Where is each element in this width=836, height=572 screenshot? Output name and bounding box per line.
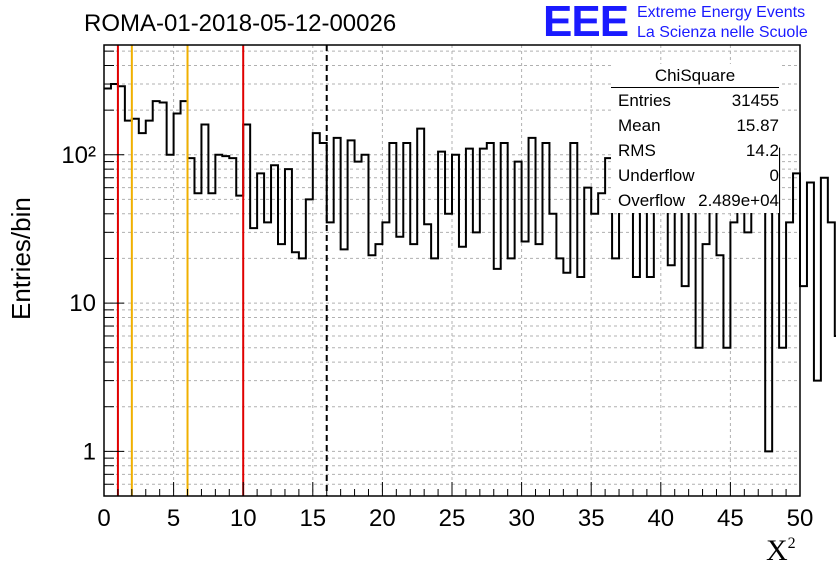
- stats-row-overflow: Overflow 2.489e+04: [611, 188, 779, 213]
- x-axis-label-superscript: 2: [787, 535, 796, 552]
- y-tick-labels: 1 10 10²: [61, 142, 96, 466]
- x-tick-label: 40: [647, 505, 674, 532]
- stats-row-underflow: Underflow 0: [611, 163, 779, 188]
- y-tick-label: 10²: [61, 142, 96, 169]
- x-tick-label: 20: [369, 505, 396, 532]
- x-tick-label: 0: [97, 505, 110, 532]
- x-tick-label: 15: [299, 505, 326, 532]
- logo-line-1: Extreme Energy Events: [637, 4, 806, 21]
- stats-value: 2.489e+04: [698, 191, 779, 210]
- x-tick-label: 5: [167, 505, 180, 532]
- axis-ticks: [103, 50, 801, 497]
- x-tick-label: 35: [578, 505, 605, 532]
- stats-value: 0: [769, 166, 779, 185]
- stats-label: Mean: [618, 116, 661, 135]
- stats-row-mean: Mean 15.87: [611, 113, 779, 138]
- x-tick-label: 10: [230, 505, 257, 532]
- y-tick-label: 1: [83, 438, 96, 465]
- stats-value: 31455: [731, 91, 779, 110]
- logo-line-2: La Scienza nelle Scuole: [637, 24, 808, 41]
- stats-title: ChiSquare: [611, 64, 779, 88]
- x-tick-labels: 0 5 10 15 20 25 30 35 40 45 50: [97, 505, 813, 532]
- stats-label: Overflow: [618, 191, 686, 210]
- chart-title: ROMA-01-2018-05-12-00026: [84, 10, 397, 37]
- stats-row-rms: RMS 14.2: [611, 138, 779, 163]
- x-tick-label: 25: [439, 505, 466, 532]
- stats-label: Underflow: [618, 166, 695, 185]
- y-tick-label: 10: [69, 290, 96, 317]
- y-axis-label: Entries/bin: [6, 197, 36, 320]
- stats-label: RMS: [618, 141, 656, 160]
- x-tick-label: 30: [508, 505, 535, 532]
- stats-row-entries: Entries 31455: [611, 88, 779, 113]
- stats-value: 14.2: [745, 141, 779, 160]
- stats-box: ChiSquare Entries 31455 Mean 15.87 RMS 14.2…: [611, 64, 779, 213]
- x-tick-label: 50: [787, 505, 814, 532]
- cut-lines: [116, 45, 328, 496]
- eee-logo: EEE: [543, 0, 629, 46]
- x-axis-label-text: X: [766, 534, 788, 567]
- x-tick-label: 45: [717, 505, 744, 532]
- stats-value: 15.87: [736, 116, 779, 135]
- x-axis-label: X2: [766, 534, 796, 568]
- stats-label: Entries: [618, 91, 671, 110]
